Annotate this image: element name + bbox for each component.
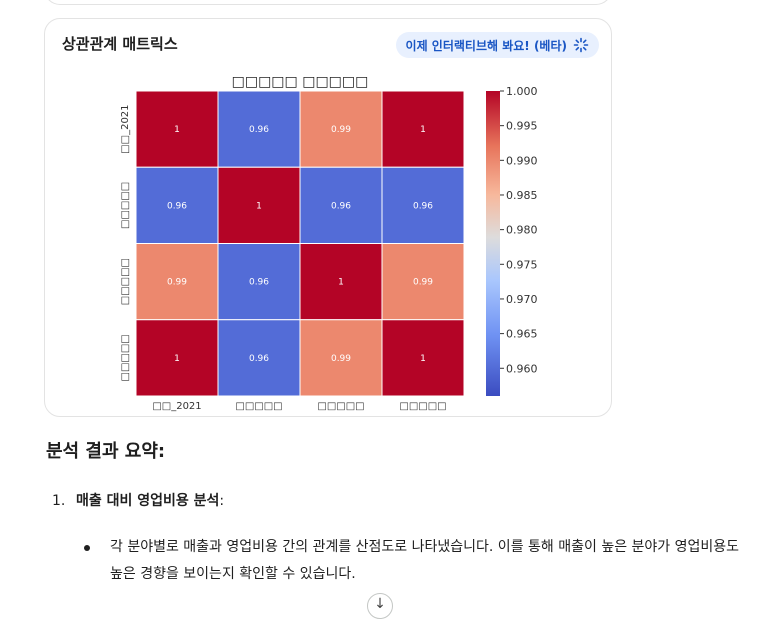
heatmap-cell-label: 0.96 [249, 125, 269, 135]
heatmap-cell [217, 90, 301, 168]
colorbar-tick-label: 0.975 [506, 258, 538, 271]
card-title: 상관관계 매트릭스 [62, 35, 178, 53]
item-title: 매출 대비 영업비용 분석 [76, 493, 220, 509]
x-tick-label: □□_2021 [152, 401, 201, 412]
heatmap-cell [217, 319, 301, 397]
item-colon: : [219, 493, 225, 509]
arrow-down-icon: ↓ [374, 596, 386, 612]
heatmap-cell-label: 1 [338, 278, 344, 288]
heatmap-cell [381, 319, 465, 397]
colorbar-tick-label: 0.985 [506, 189, 538, 202]
heatmap-cell-label: 0.99 [331, 354, 351, 364]
heatmap-cell-label: 0.99 [413, 278, 433, 288]
heatmap-cell [299, 90, 383, 168]
heatmap-cell [299, 243, 383, 321]
y-tick-label: □□_2021 [120, 104, 131, 153]
heatmap-cell [381, 90, 465, 168]
heatmap-cell-label: 0.96 [413, 201, 433, 211]
heatmap-cell-label: 0.99 [167, 278, 187, 288]
y-tick-label: □□□□□ [120, 258, 131, 305]
y-tick-label: □□□□□ [120, 334, 131, 381]
summary-bullet-1: 각 분야별로 매출과 영업비용 간의 관계를 산점도로 나타냈습니다. 이를 통… [84, 534, 754, 588]
heatmap-cell-label: 0.99 [331, 125, 351, 135]
x-tick-label: □□□□□ [317, 401, 364, 412]
heatmap-cell-label: 1 [174, 354, 180, 364]
heatmap-cell [135, 243, 219, 321]
colorbar-tick-label: 1.000 [506, 85, 538, 98]
chart-title: □□□□□ □□□□□ [232, 74, 369, 90]
heatmap-cell-label: 0.96 [167, 201, 187, 211]
heatmap-cell [217, 243, 301, 321]
heatmap-cell [135, 319, 219, 397]
heatmap-cell-label: 0.96 [249, 278, 269, 288]
heatmap-cell-label: 0.96 [331, 201, 351, 211]
heatmap-cell-label: 1 [420, 354, 426, 364]
heatmap-cell [135, 90, 219, 168]
colorbar-tick-label: 0.980 [506, 224, 538, 237]
colorbar-tick-label: 0.970 [506, 293, 538, 306]
heatmap-cell [381, 166, 465, 244]
colorbar-tick-label: 0.990 [506, 154, 538, 167]
x-tick-label: □□□□□ [399, 401, 446, 412]
bullet-text: 각 분야별로 매출과 영업비용 간의 관계를 산점도로 나타냈습니다. 이를 통… [110, 539, 740, 582]
colorbar-tick-label: 0.965 [506, 328, 538, 341]
interactive-beta-button[interactable]: 이제 인터랙티브해 봐요! (베타) [395, 32, 599, 58]
scroll-down-button[interactable]: ↓ [367, 593, 393, 619]
x-tick-label: □□□□□ [235, 401, 282, 412]
heatmap-cell-label: 1 [256, 201, 262, 211]
colorbar-tick-label: 0.960 [506, 362, 538, 375]
interactive-beta-label: 이제 인터랙티브해 봐요! (베타) [405, 38, 567, 53]
colorbar-tick-label: 0.995 [506, 120, 538, 133]
colorbar [486, 91, 500, 396]
heatmap-cell-label: 0.96 [249, 354, 269, 364]
heatmap-cell-label: 1 [420, 125, 426, 135]
heatmap-cell [381, 243, 465, 321]
summary-item-1: 1. 매출 대비 영업비용 분석: [52, 490, 224, 510]
heatmap-cell-label: 1 [174, 125, 180, 135]
bullet-dot [84, 545, 90, 551]
item-number: 1. [52, 493, 66, 509]
y-tick-label: □□□□□ [120, 182, 131, 229]
sparkle-icon [573, 37, 589, 53]
summary-heading: 분석 결과 요약: [46, 441, 166, 462]
